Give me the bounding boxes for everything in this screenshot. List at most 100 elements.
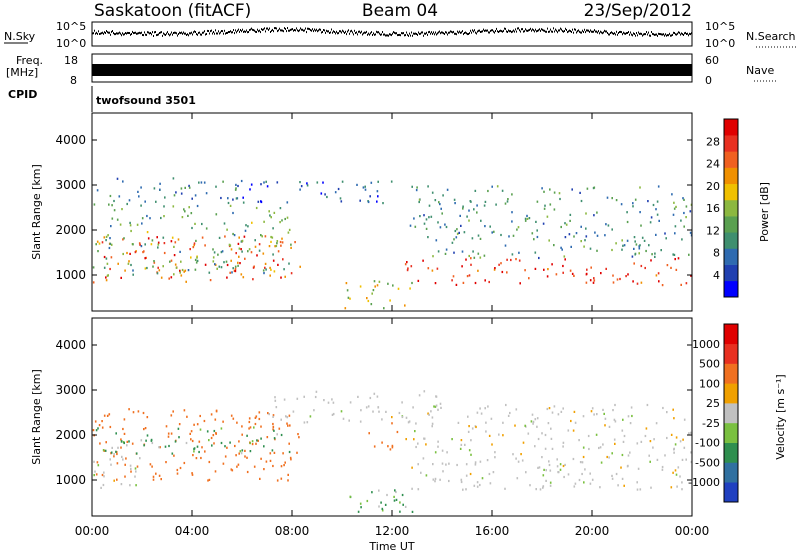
nsky-point [672, 33, 673, 36]
nsky-point [346, 33, 347, 36]
data-cell [560, 246, 562, 249]
data-cell [160, 276, 163, 279]
nsky-point [178, 33, 179, 35]
data-cell [639, 211, 641, 214]
nsky-point [298, 30, 299, 33]
data-cell [176, 472, 179, 475]
data-cell [664, 454, 666, 457]
data-cell [146, 434, 149, 437]
nsky-point [611, 31, 612, 34]
nsky-point [131, 33, 132, 35]
nsky-point [119, 31, 120, 34]
nsky-point [370, 32, 371, 35]
data-cell [136, 223, 139, 226]
data-cell [140, 245, 143, 248]
data-cell [434, 451, 437, 454]
data-cell [220, 196, 222, 200]
data-cell [116, 452, 118, 456]
data-cell [123, 432, 126, 435]
data-cell [399, 501, 401, 504]
data-cell [273, 437, 276, 440]
data-cell [470, 257, 472, 260]
data-cell [534, 251, 537, 254]
nsky-point [303, 29, 304, 32]
data-cell [502, 421, 504, 424]
data-cell [116, 462, 119, 465]
nsky-point [539, 28, 540, 31]
nsky-point [223, 32, 224, 35]
data-cell [427, 412, 429, 415]
data-cell [144, 243, 146, 246]
data-cell [230, 248, 233, 251]
nsky-point [544, 29, 545, 32]
nsky-point [270, 31, 271, 33]
freq-nave-bar [92, 64, 692, 76]
data-cell [96, 461, 99, 464]
data-cell [244, 257, 246, 260]
nsky-point [208, 30, 209, 32]
nsky-point [335, 32, 336, 35]
nsky-point [383, 33, 384, 36]
data-cell [484, 407, 486, 410]
data-cell [191, 472, 193, 475]
nsky-point [522, 28, 523, 31]
nsky-point [251, 27, 252, 30]
data-cell [357, 395, 359, 398]
data-cell [599, 486, 601, 489]
data-cell [620, 466, 622, 469]
data-cell [103, 471, 105, 474]
nsky-point [582, 29, 583, 32]
data-cell [658, 219, 660, 222]
nsky-point [205, 33, 206, 36]
data-cell [210, 436, 213, 440]
data-cell [163, 215, 165, 218]
data-cell [111, 204, 113, 207]
data-cell [638, 252, 640, 255]
nsky-point [565, 27, 566, 30]
data-cell [633, 262, 635, 265]
data-cell [164, 445, 167, 448]
data-cell [465, 474, 468, 477]
data-cell [506, 271, 508, 274]
nsky-point [524, 30, 525, 33]
data-cell [177, 238, 180, 241]
nsky-point [255, 30, 256, 33]
data-cell [683, 446, 686, 449]
data-cell [183, 461, 186, 465]
data-cell [237, 261, 239, 264]
data-cell [656, 200, 659, 203]
data-cell [494, 267, 496, 270]
data-cell [159, 446, 161, 449]
data-cell [102, 483, 105, 487]
data-cell [474, 461, 477, 464]
data-cell [474, 463, 477, 466]
nsky-point [545, 30, 546, 33]
nsky-point [553, 27, 554, 30]
data-cell [550, 427, 552, 430]
data-cell [98, 424, 101, 427]
data-cell [407, 267, 409, 270]
data-cell [255, 442, 257, 445]
data-cell [189, 248, 191, 251]
nsky-point [336, 30, 337, 33]
data-cell [431, 191, 434, 194]
data-cell [341, 180, 344, 183]
data-cell [444, 252, 447, 255]
data-cell [530, 420, 533, 423]
data-cell [113, 479, 115, 482]
data-cell [512, 234, 515, 237]
data-cell [272, 464, 274, 468]
nsky-point [603, 31, 604, 34]
data-cell [339, 197, 342, 200]
nsky-point [328, 30, 329, 33]
data-cell [273, 451, 276, 454]
data-cell [415, 422, 417, 425]
data-cell [631, 414, 633, 418]
nsky-point [274, 27, 275, 30]
nsky-point [345, 30, 346, 33]
data-cell [679, 440, 682, 443]
data-cell [264, 235, 267, 238]
data-cell [381, 441, 383, 444]
nsky-point [323, 29, 324, 31]
